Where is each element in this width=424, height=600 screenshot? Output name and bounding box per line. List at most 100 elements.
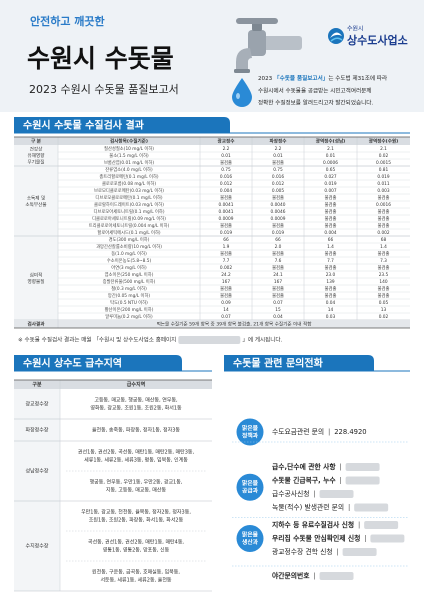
contact-label: 광교정수장 견학 신청 [272,547,333,556]
table-value: 0.0016 [376,202,391,208]
table-value: 14 [223,307,229,313]
group-label: 심미적 [30,271,43,278]
title: 수원시 수돗물 [27,44,174,73]
table-value: 0.027 [324,174,337,180]
contact-label: 녹물(적수) 발생관련 문의 [272,503,344,512]
table-value: 13 [381,307,387,313]
blurred-phone [319,572,354,580]
group-col-bg [14,145,58,320]
table-value: 불검출 [272,292,284,299]
table-value: 불검출 [220,159,232,166]
section-title: 수원시 수돗물 수질검사 결과 [23,119,145,132]
supply-area: 권선1동, 권선2동, 곡선동, 매탄1동, 매탄2동, 매탄3동, [78,449,195,456]
logo-mark [328,28,344,44]
table-value: 불검출 [325,222,337,229]
table-value: 1.4 [380,244,387,250]
table-item: 수소이온농도(5.8~8.5) [107,257,152,264]
table-item: 총트리할로메탄(0.1 mg/L 이하) [99,173,159,180]
table-value: 0.016 [272,174,285,180]
table-value: 0.016 [220,174,233,180]
table-value: 불검출 [325,285,337,292]
result-row [14,320,410,328]
column-header: 검사항목(수질기준) [110,138,148,145]
section-tab [224,355,374,371]
supply-area: 행궁동, 연무동, 우만1동, 우만2동, 광교1동, [90,479,183,486]
blurred-phone [319,490,354,498]
blurred-phone [370,534,405,543]
table-value: 66 [328,237,334,243]
table-value: 0.75 [273,167,283,173]
table-value: 불검출 [378,250,390,257]
table-item: 철(0.3 mg/L 이하) [111,285,147,292]
table-item: 클로로포름(0.08 mg/L 이하) [102,180,156,187]
table-value: 0.019 [324,181,337,187]
supply-area: 곡선동, 권선1동, 권선2동, 매탄1동, 매탄4동, [88,539,184,546]
table-value: 66 [223,237,229,243]
result-label: 검사결과 [28,321,46,328]
table-value: 불검출 [220,292,232,299]
table-header [14,137,410,145]
table-value: 0.01 [273,153,283,159]
column-header: 광교정수 [218,138,236,145]
table-value: 139 [326,279,334,285]
table-value: 0.0041 [218,209,233,215]
blurred-phone [342,548,377,556]
table-value: 0.011 [377,181,390,187]
table-item: 질산성질소(10 mg/L 이하) [104,145,154,152]
column-header: 구분 [32,381,42,388]
table-value: 7.6 [275,258,282,264]
group-label: 건강상 [30,146,43,153]
table-value: 167 [274,279,282,285]
table-item: 잔류염소(4.0 mg/L 이하) [105,166,153,173]
blurred-url [178,336,241,344]
table-value: 0.65 [326,167,336,173]
table-item: 황산이온(200 mg/L 이하) [105,306,154,313]
table-item: 동(1.0 mg/L 이하) [111,250,147,257]
note: ※ 수돗물 수질검사 결과는 매월 「수원시 및 상수도사업소 홈페이지 [18,336,176,344]
table-value: 불검출 [272,250,284,257]
table-value: 7.3 [380,258,387,264]
table-value: 0.04 [273,314,283,320]
table-value: 0.0009 [270,216,285,222]
plant-col-bg [14,389,60,591]
table-value: 불검출 [378,222,390,229]
group-label: 소독제 및 [27,194,45,201]
table-value: 불검출 [272,222,284,229]
blurred-phone [364,521,399,529]
table-value: 1.4 [327,244,334,250]
table-item: 브롬산염(0.01 mg/L 이하) [104,159,154,166]
table-value: 불검출 [272,159,284,166]
tagline: 안전하고 깨끗한 [30,14,105,28]
blurred-phone [345,463,380,471]
table-item: 디클로로아세토니트릴(0.09 mg/L 이하) [92,215,166,222]
table-value: 0.07 [273,300,283,306]
table-value: 0.0015 [376,160,391,166]
table-value: 167 [222,279,230,285]
supply-area: 우만1동, 광교동, 천천동, 율목동, 정자2동, 정자3동, [81,509,191,516]
table-value: 0.004 [324,230,337,236]
table-value: 1.9 [223,244,230,250]
faucet [232,18,302,107]
table-value: 0.012 [272,181,285,187]
table-item: 디브로모클로로메탄(0.1 mg/L 이하) [95,194,162,201]
table-value: 0.02 [379,153,389,159]
blurred-phone [354,503,389,512]
table-item: 브로모디클로로메탄(0.03 mg/L 이하) [94,187,164,194]
table-value: 2.2 [223,146,230,152]
table-value: 24.1 [273,272,283,278]
dept-name: 정책과 [242,431,259,439]
supply-area: 지동, 고등동, 매교동, 매산동 [106,487,167,494]
table-value: 0.05 [379,300,389,306]
table-value: 24.2 [221,272,231,278]
table-value: 2.2 [275,146,282,152]
table-header [14,380,212,389]
group-label: 무기물질 [28,159,45,166]
dept-badge [236,418,264,446]
table-item: 과망간산칼륨소비량(10 mg/L 이하) [96,243,162,250]
table-value: 0.04 [326,300,336,306]
table-value: 불검출 [378,285,390,292]
table-item: 알루미늄(0.2 mg/L 이하) [105,313,153,320]
table-value: 2.1 [380,146,387,152]
group-label: 소독부산물 [25,201,46,208]
